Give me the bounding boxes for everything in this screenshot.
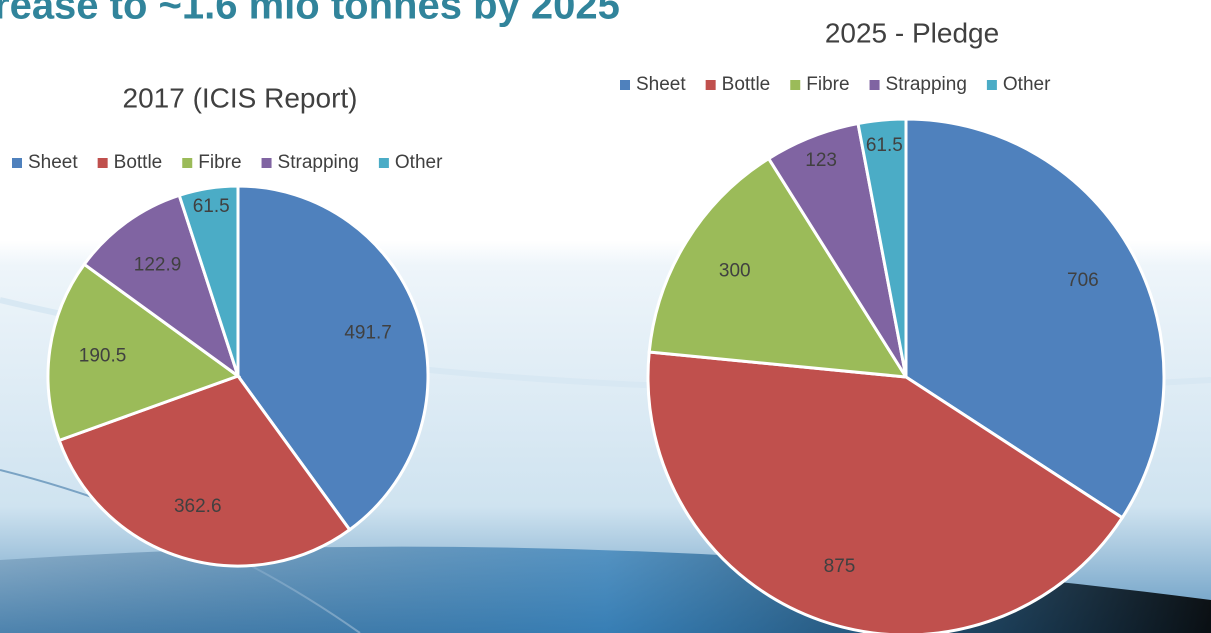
legend-label: Strapping [278,152,359,173]
legend-label: Bottle [114,152,163,173]
legend-swatch [620,80,630,90]
legend-swatch [182,158,193,168]
slide-title: rease to ~1.6 mio tonnes by 2025 [0,0,620,28]
pie-slice [82,193,241,380]
chart-title: 2025 - Pledge [825,17,999,48]
legend-label: Sheet [636,74,686,95]
pie-slice [57,374,352,568]
data-label: 123 [805,150,837,171]
charts: 2017 (ICIS Report) Sheet Bottle Fibre Strapp… [12,17,1166,633]
legend-swatch [986,80,997,90]
legend-swatch [261,158,272,168]
data-label: 491.7 [344,323,392,344]
legend-label: Sheet [28,152,78,173]
pie-slice [646,350,1125,633]
legend-label: Other [1003,74,1051,95]
data-label: 300 [719,260,751,281]
pie-slice [236,184,430,532]
legend-swatch [378,158,389,168]
legend-swatch [790,80,801,90]
legend-label: Strapping [886,74,967,95]
legend-swatch [97,158,108,168]
pie-slice [856,117,908,378]
chart-title: 2017 (ICIS Report) [123,82,358,113]
data-label: 362.6 [174,496,222,517]
legend-label: Other [395,152,443,173]
legend-swatch [12,158,22,168]
pie-slice [177,184,240,377]
pie-slice [46,262,242,443]
data-label: 875 [824,556,856,577]
legend-swatch [705,80,716,90]
data-label: 706 [1067,270,1099,291]
legend-swatch [869,80,880,90]
legend-label: Fibre [806,74,849,95]
data-label: 122.9 [134,254,182,275]
data-label: 61.5 [866,135,903,156]
pie-slice [647,156,909,379]
data-label: 61.5 [193,196,230,217]
data-label: 190.5 [79,346,127,367]
legend-label: Bottle [722,74,771,95]
legend-label: Fibre [198,152,241,173]
